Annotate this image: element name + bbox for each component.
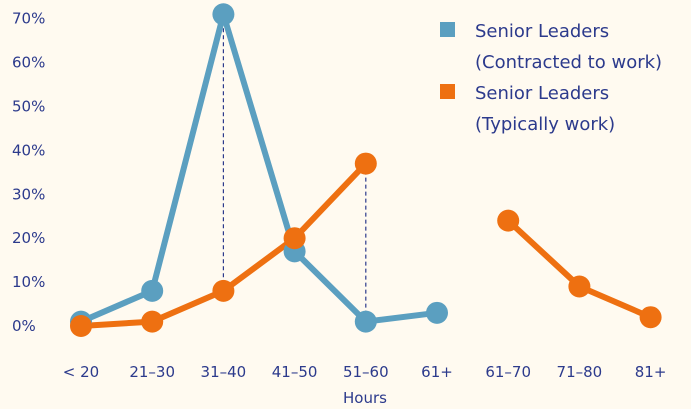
- y-tick-label: 30%: [12, 185, 45, 203]
- data-point: [212, 3, 235, 26]
- legend: Senior Leaders (Contracted to work) Senior…: [440, 21, 662, 135]
- y-tick-label: 70%: [12, 10, 45, 28]
- data-point: [141, 279, 164, 302]
- x-tick-label: 71–80: [557, 363, 603, 381]
- x-axis-ticks: < 20 21–30 31–40 41–50 51–60 61+ 61–70 71–80 81+: [63, 363, 667, 381]
- drop-lines: [222, 14, 367, 322]
- data-point: [426, 301, 448, 324]
- y-axis-ticks: 0% 10% 20% 30% 40% 50% 60% 70%: [12, 10, 45, 335]
- data-point: [568, 275, 591, 298]
- data-point: [497, 209, 520, 232]
- series-line-senior-leaders-typically-work: [505, 217, 654, 321]
- data-point: [141, 310, 164, 333]
- y-tick-label: 40%: [12, 141, 45, 159]
- x-tick-label: 61+: [421, 363, 453, 381]
- legend-label: Senior Leaders: [475, 83, 609, 104]
- x-tick-label: 31–40: [201, 363, 247, 381]
- data-point: [70, 315, 92, 337]
- y-tick-label: 20%: [12, 229, 45, 247]
- legend-swatch: [440, 22, 455, 37]
- x-tick-label: < 20: [63, 363, 99, 381]
- data-point: [212, 279, 235, 302]
- series-line-senior-leaders-contracted-to-work: [78, 11, 440, 325]
- x-tick-label: 41–50: [272, 363, 318, 381]
- y-tick-label: 10%: [12, 273, 45, 291]
- series-points: [70, 3, 662, 337]
- legend-label: (Contracted to work): [475, 52, 662, 73]
- x-tick-label: 21–30: [129, 363, 175, 381]
- legend-swatch: [440, 84, 455, 99]
- legend-label: Senior Leaders: [475, 21, 609, 42]
- y-tick-label: 50%: [12, 98, 45, 116]
- x-axis-title: Hours: [343, 389, 387, 407]
- data-point: [283, 227, 306, 250]
- legend-label: (Typically work): [475, 114, 615, 135]
- y-tick-label: 0%: [12, 317, 36, 335]
- x-tick-label: 61–70: [485, 363, 531, 381]
- x-tick-label: 51–60: [343, 363, 389, 381]
- y-tick-label: 60%: [12, 54, 45, 72]
- data-point: [354, 152, 377, 175]
- data-point: [354, 310, 377, 333]
- x-tick-label: 81+: [635, 363, 667, 381]
- data-point: [639, 306, 662, 329]
